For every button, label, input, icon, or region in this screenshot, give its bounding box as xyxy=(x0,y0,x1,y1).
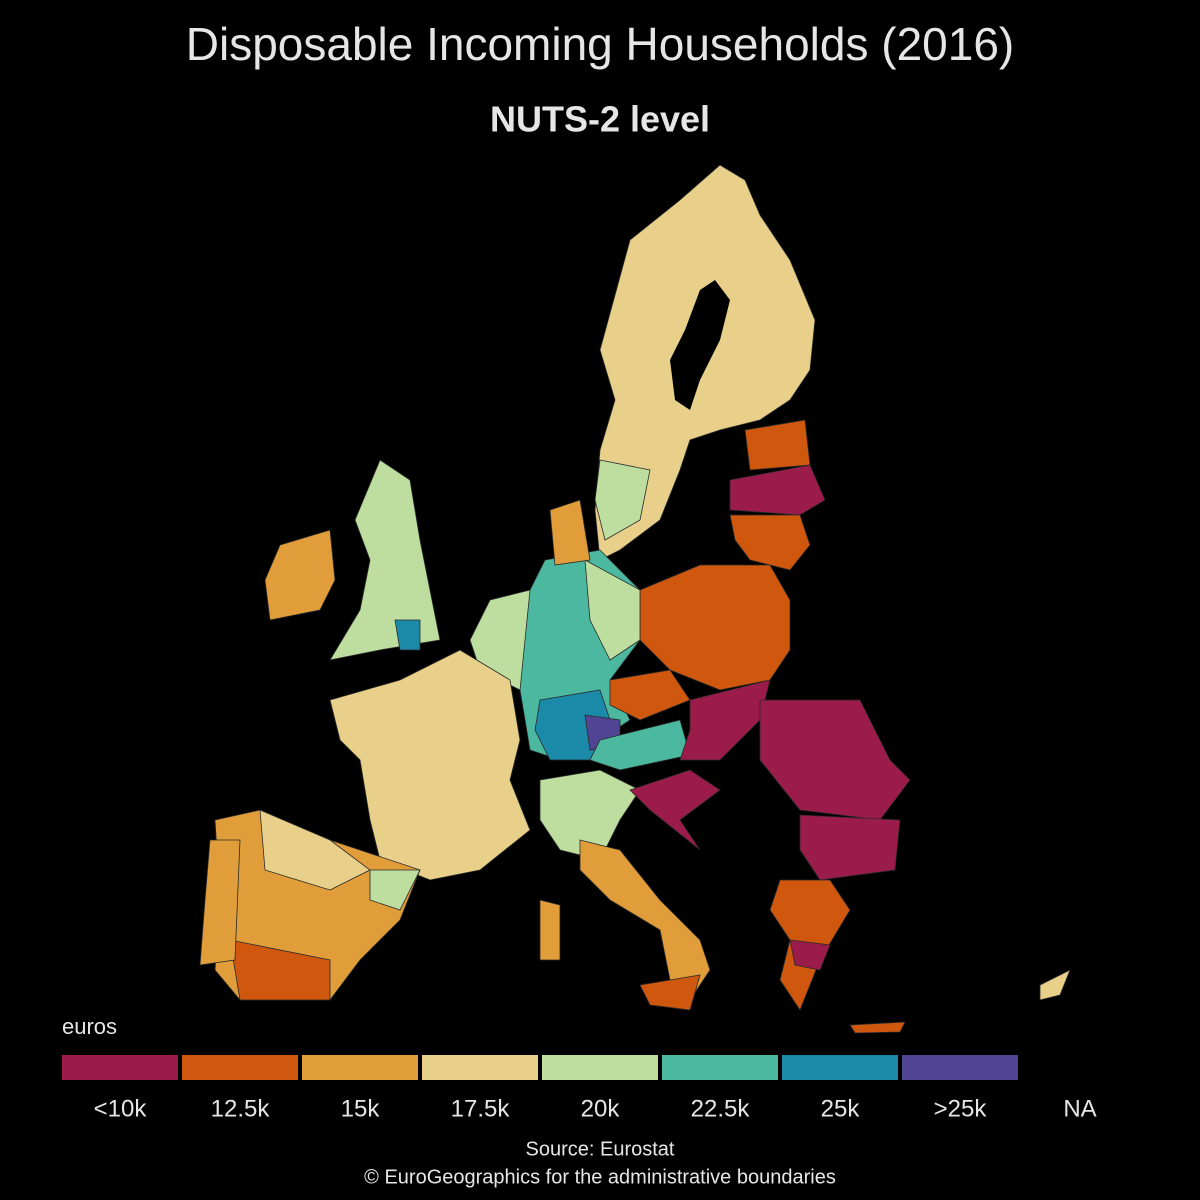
region-north-italy xyxy=(539,769,641,861)
region-denmark xyxy=(549,499,591,566)
region-london xyxy=(394,619,421,651)
legend-swatch xyxy=(782,1055,898,1080)
region-sicily xyxy=(639,974,701,1011)
region-france xyxy=(329,649,531,881)
legend-swatch xyxy=(302,1055,418,1080)
legend-swatch xyxy=(182,1055,298,1080)
region-czechia xyxy=(609,669,691,721)
source: Source: Eurostat xyxy=(526,1138,675,1160)
region-poland xyxy=(639,564,791,691)
legend-label: 20k xyxy=(581,1095,621,1122)
region-north-spain xyxy=(259,809,371,891)
legend-label: <10k xyxy=(94,1095,148,1122)
legend-label: 22.5k xyxy=(691,1095,751,1122)
region-uk xyxy=(329,459,441,661)
region-east-germany xyxy=(584,559,641,661)
legend-title: euros xyxy=(62,1014,117,1039)
legend-label: >25k xyxy=(934,1095,988,1122)
region-slovakia-hungary xyxy=(679,679,771,761)
region-romania xyxy=(759,699,911,821)
region-austria xyxy=(589,719,691,771)
region-portugal xyxy=(199,839,241,966)
region-ireland xyxy=(264,529,336,621)
region-south-sweden xyxy=(594,459,651,541)
legend-swatch xyxy=(62,1055,178,1080)
gulf-of-bothnia xyxy=(670,280,730,410)
legend-swatch xyxy=(422,1055,538,1080)
title: Disposable Incoming Households (2016) xyxy=(186,18,1014,70)
region-lithuania xyxy=(729,514,811,571)
legend-label: 15k xyxy=(341,1095,381,1122)
legend-label: 25k xyxy=(821,1095,861,1122)
region-latvia xyxy=(729,464,826,516)
region-bulgaria xyxy=(799,814,901,881)
region-catalonia xyxy=(369,869,421,911)
subtitle: NUTS-2 level xyxy=(490,99,710,140)
region-croatia xyxy=(629,769,721,851)
legend-label: 12.5k xyxy=(211,1095,271,1122)
region-andalucia xyxy=(229,939,331,1001)
map xyxy=(199,164,1071,1034)
legend-swatch xyxy=(542,1055,658,1080)
legend-swatch xyxy=(662,1055,778,1080)
legend-na-label: NA xyxy=(1063,1095,1096,1122)
legend-label: 17.5k xyxy=(451,1095,511,1122)
region-sardinia xyxy=(539,899,561,961)
legend: <10k 12.5k 15k 17.5k 20k 22.5k 25k >25k xyxy=(62,1055,1018,1122)
region-cyprus xyxy=(1039,969,1071,1001)
legend-swatch xyxy=(902,1055,1018,1080)
attribution: © EuroGeographics for the administrative… xyxy=(364,1166,836,1188)
region-attica xyxy=(789,939,831,971)
region-crete xyxy=(849,1021,906,1034)
